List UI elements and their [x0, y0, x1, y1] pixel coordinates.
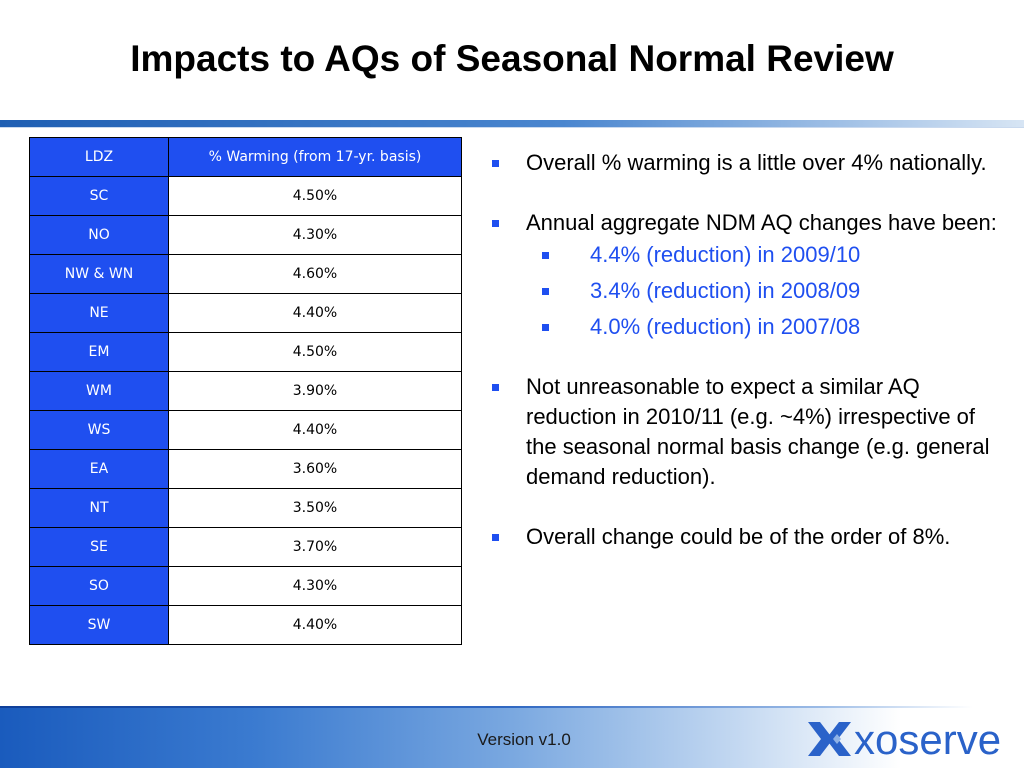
warming-table: LDZ % Warming (from 17-yr. basis) SC 4.5… — [29, 137, 462, 645]
ldz-cell: NT — [29, 488, 169, 528]
warming-cell: 3.70% — [168, 527, 462, 567]
sub-bullet-text: 3.4% (reduction) in 2008/09 — [590, 278, 861, 303]
ldz-cell: SW — [29, 605, 169, 645]
sub-bullet-item: 3.4% (reduction) in 2008/09 — [490, 276, 1000, 306]
square-bullet-icon — [542, 288, 549, 295]
warming-cell: 3.50% — [168, 488, 462, 528]
square-bullet-icon — [492, 220, 499, 227]
bullet-item: Overall change could be of the order of … — [490, 522, 1000, 552]
warming-cell: 4.40% — [168, 293, 462, 333]
table-row: WM 3.90% — [29, 371, 462, 411]
ldz-cell: NO — [29, 215, 169, 255]
bullet-text: Annual aggregate NDM AQ changes have bee… — [526, 210, 997, 235]
ldz-cell: SO — [29, 566, 169, 606]
footer-bar: Version v1.0 xoserve — [0, 706, 1024, 768]
table-header-row: LDZ % Warming (from 17-yr. basis) — [29, 137, 462, 177]
table-row: NE 4.40% — [29, 293, 462, 333]
warming-cell: 4.40% — [168, 605, 462, 645]
sub-bullet-item: 4.0% (reduction) in 2007/08 — [490, 312, 1000, 342]
warming-cell: 4.40% — [168, 410, 462, 450]
table-row: SC 4.50% — [29, 176, 462, 216]
bullet-item: Not unreasonable to expect a similar AQ … — [490, 372, 1000, 492]
version-label: Version v1.0 — [477, 730, 571, 749]
bullet-list: Overall % warming is a little over 4% na… — [490, 148, 1000, 582]
bullet-text: Overall % warming is a little over 4% na… — [526, 150, 987, 175]
table-row: WS 4.40% — [29, 410, 462, 450]
ldz-cell: NW & WN — [29, 254, 169, 294]
column-header-warming: % Warming (from 17-yr. basis) — [168, 137, 462, 177]
square-bullet-icon — [492, 384, 499, 391]
ldz-cell: SE — [29, 527, 169, 567]
page-title: Impacts to AQs of Seasonal Normal Review — [130, 38, 894, 79]
warming-cell: 3.90% — [168, 371, 462, 411]
bullet-item: Annual aggregate NDM AQ changes have bee… — [490, 208, 1000, 238]
table-row: NW & WN 4.60% — [29, 254, 462, 294]
column-header-ldz: LDZ — [29, 137, 169, 177]
ldz-cell: NE — [29, 293, 169, 333]
square-bullet-icon — [492, 160, 499, 167]
logo-mark — [808, 722, 851, 756]
table-row: EA 3.60% — [29, 449, 462, 489]
ldz-cell: EM — [29, 332, 169, 372]
title-divider — [0, 120, 1024, 128]
xoserve-logo: xoserve — [808, 716, 1001, 763]
table-row: SW 4.40% — [29, 605, 462, 645]
bullet-text: Not unreasonable to expect a similar AQ … — [526, 374, 990, 489]
square-bullet-icon — [542, 252, 549, 259]
sub-bullet-text: 4.0% (reduction) in 2007/08 — [590, 314, 861, 339]
bullet-item: Overall % warming is a little over 4% na… — [490, 148, 1000, 178]
table-row: NO 4.30% — [29, 215, 462, 255]
warming-cell: 4.30% — [168, 566, 462, 606]
table-row: SO 4.30% — [29, 566, 462, 606]
ldz-cell: EA — [29, 449, 169, 489]
warming-cell: 3.60% — [168, 449, 462, 489]
ldz-cell: WS — [29, 410, 169, 450]
table-row: SE 3.70% — [29, 527, 462, 567]
warming-cell: 4.60% — [168, 254, 462, 294]
warming-cell: 4.50% — [168, 176, 462, 216]
ldz-cell: WM — [29, 371, 169, 411]
logo-wordmark: xoserve — [854, 716, 1001, 763]
ldz-cell: SC — [29, 176, 169, 216]
sub-bullet-item: 4.4% (reduction) in 2009/10 — [490, 240, 1000, 270]
square-bullet-icon — [542, 324, 549, 331]
sub-bullet-text: 4.4% (reduction) in 2009/10 — [590, 242, 861, 267]
sub-bullet-list: 4.4% (reduction) in 2009/10 3.4% (reduct… — [490, 240, 1000, 342]
bullet-text: Overall change could be of the order of … — [526, 524, 951, 549]
warming-cell: 4.30% — [168, 215, 462, 255]
square-bullet-icon — [492, 534, 499, 541]
table-row: EM 4.50% — [29, 332, 462, 372]
table-row: NT 3.50% — [29, 488, 462, 528]
warming-cell: 4.50% — [168, 332, 462, 372]
